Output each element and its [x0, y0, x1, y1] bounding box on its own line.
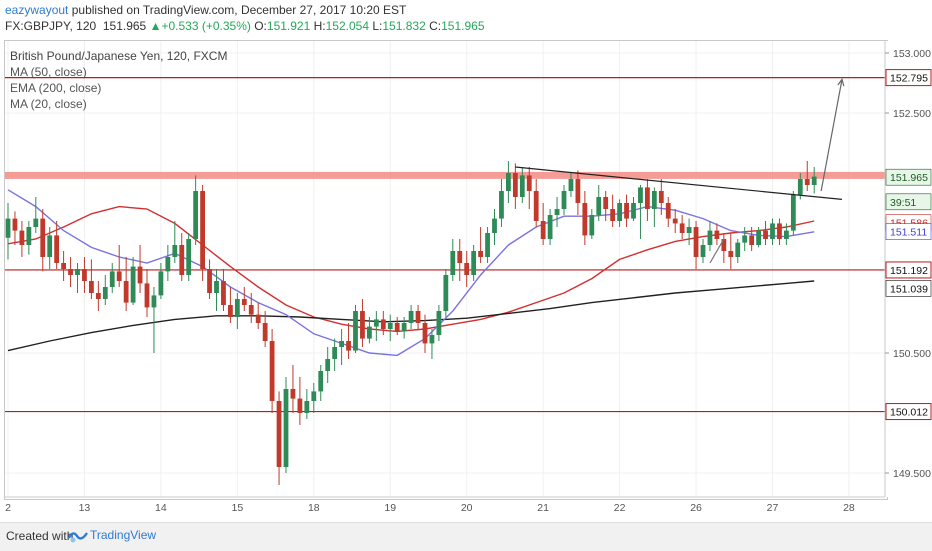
y-tick-label: 152.500 [893, 108, 931, 120]
x-tick-label: 20 [461, 502, 473, 514]
author-link[interactable]: eazywayout [5, 3, 69, 17]
quote-line: FX:GBPJPY, 120 151.965 ▲+0.533 (+0.35%) … [5, 19, 485, 33]
level-price-label: 152.795 [890, 73, 928, 85]
legend-ma20[interactable]: MA (20, close) [10, 97, 87, 111]
level-price-tag [885, 261, 932, 279]
high-label: H: [313, 19, 326, 33]
tradingview-logo-icon[interactable] [67, 527, 88, 550]
x-tick-label: 28 [843, 502, 855, 514]
last-price: 151.965 [102, 19, 147, 33]
footer-bar: Created with TradingView [0, 522, 932, 551]
level-price-tag [885, 403, 932, 421]
close-label: C: [429, 19, 442, 33]
x-tick-label: 2 [5, 502, 11, 514]
created-with-text: Created with [6, 529, 74, 543]
price-tag-label: 151.965 [890, 172, 928, 184]
price-tag [885, 214, 932, 231]
price-change: +0.533 (+0.35%) [161, 19, 251, 33]
y-tick-label: 153.000 [893, 48, 931, 60]
legend-ema200[interactable]: EMA (200, close) [10, 81, 102, 95]
price-axis-background [886, 41, 931, 497]
legend-ma50[interactable]: MA (50, close) [10, 65, 87, 79]
open-label: O: [254, 19, 267, 33]
level-price-tag [885, 69, 932, 87]
chart-legend: British Pound/Japanese Yen, 120, FXCM MA… [10, 48, 227, 112]
level-price-label: 151.192 [890, 265, 928, 277]
x-tick-label: 27 [767, 502, 779, 514]
up-arrow-icon: ▲ [149, 19, 162, 33]
x-tick-label: 14 [155, 502, 167, 514]
price-tag-label: 151.586 [890, 218, 928, 230]
price-tag [885, 280, 932, 297]
close-value: 151.965 [441, 19, 485, 33]
open-value: 151.921 [266, 19, 311, 33]
x-tick-label: 15 [232, 502, 244, 514]
publish-line: eazywayout published on TradingView.com,… [5, 3, 406, 17]
x-tick-label: 13 [79, 502, 91, 514]
publish-text: published on TradingView.com, December 2… [71, 3, 407, 17]
symbol-label[interactable]: FX:GBPJPY, 120 [5, 19, 97, 33]
x-tick-label: 21 [537, 502, 549, 514]
x-tick-label: 26 [690, 502, 702, 514]
chart-header: eazywayout published on TradingView.com,… [0, 0, 932, 36]
price-tag [885, 193, 932, 211]
x-tick-label: 18 [308, 502, 320, 514]
legend-title: British Pound/Japanese Yen, 120, FXCM [10, 49, 228, 63]
y-tick-label: 149.500 [893, 468, 931, 480]
tradingview-brand-link[interactable]: TradingView [90, 528, 157, 542]
x-tick-label: 22 [614, 502, 626, 514]
x-tick-label: 19 [384, 502, 396, 514]
y-tick-label: 150.500 [893, 348, 931, 360]
price-tag-label: 151.039 [890, 283, 928, 295]
price-tag [885, 168, 932, 186]
high-value: 152.054 [325, 19, 370, 33]
price-tag-label: 151.511 [890, 227, 927, 239]
level-price-label: 150.012 [890, 407, 928, 419]
low-value: 151.832 [382, 19, 426, 33]
low-label: L: [372, 19, 383, 33]
price-tag-label: 39:51 [890, 197, 916, 209]
price-tag [885, 223, 932, 240]
